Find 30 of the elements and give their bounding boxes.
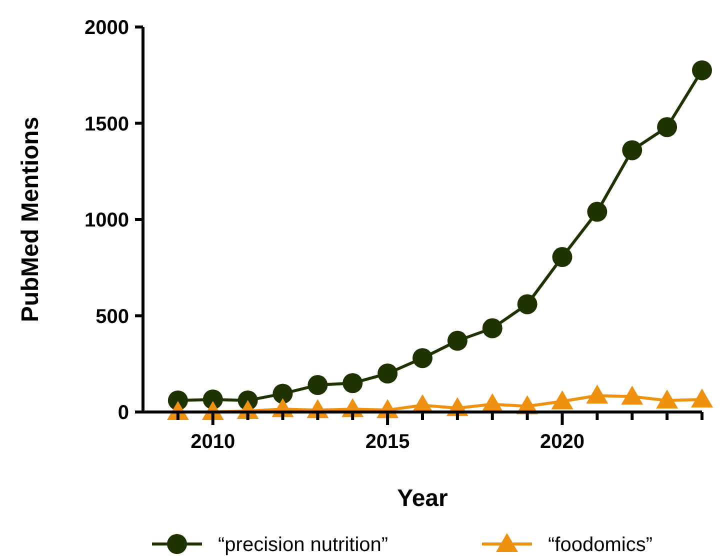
point xyxy=(552,247,572,268)
x-tick-label: 2020 xyxy=(540,431,584,453)
point xyxy=(342,373,363,394)
point xyxy=(308,375,328,396)
point xyxy=(272,384,293,404)
point xyxy=(621,386,644,405)
y-tick-label: 0 xyxy=(118,402,129,424)
y-tick-label: 500 xyxy=(96,306,129,328)
point xyxy=(551,390,574,410)
point xyxy=(482,318,502,338)
point xyxy=(587,202,608,222)
x-tick-label: 2010 xyxy=(190,431,236,453)
y-tick-label: 1500 xyxy=(84,113,129,136)
x-tick-label: 2015 xyxy=(365,431,410,453)
point xyxy=(622,140,642,160)
y-tick-label: 2000 xyxy=(84,17,129,39)
legend-label: “foodomics” xyxy=(548,534,652,556)
point xyxy=(412,348,432,368)
point xyxy=(691,388,713,408)
point xyxy=(692,60,712,80)
y-tick-label: 1000 xyxy=(84,210,129,232)
point xyxy=(657,117,678,138)
x-axis-title: Year xyxy=(397,485,448,512)
point xyxy=(378,364,398,384)
point xyxy=(517,294,538,314)
y-axis-title: PubMed Mentions xyxy=(17,116,44,322)
point xyxy=(447,330,468,351)
point xyxy=(586,384,608,404)
legend-label: “precision nutrition” xyxy=(218,534,388,556)
point xyxy=(656,389,678,408)
